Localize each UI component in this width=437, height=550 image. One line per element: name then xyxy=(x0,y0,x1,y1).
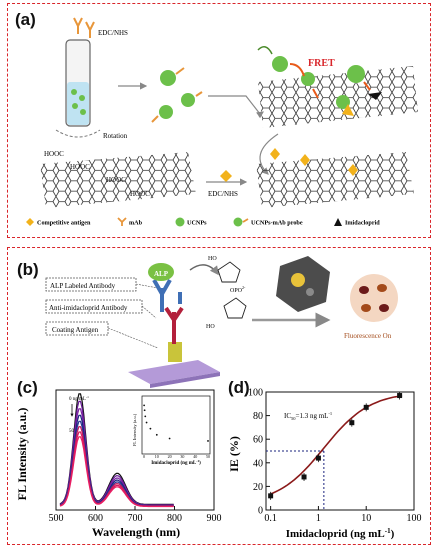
probe-icon xyxy=(233,217,243,227)
x-tick-label: 700 xyxy=(128,513,143,524)
x-tick-label: 800 xyxy=(167,513,182,524)
legend: Competitive antigen mAb UCNPs UCNPs-mAb pro… xyxy=(26,217,380,227)
panel-d-label: (d) xyxy=(228,378,250,397)
box-anti-imidacloprid: Anti-imidacloprid Antibody xyxy=(49,304,128,312)
reagent-lower-label: EDC/NHS xyxy=(208,190,238,198)
inset-point xyxy=(168,437,171,440)
y-tick-label: 100 xyxy=(248,388,263,399)
fret-label: FRET xyxy=(308,58,335,69)
inset-x-tick-label: 10 xyxy=(155,454,159,459)
panel-a-label: (a) xyxy=(15,10,36,29)
hooc-label-4: HOOC xyxy=(130,190,150,198)
ucnp-mab-probes xyxy=(151,67,203,123)
legend-label: UCNPs-mAb probe xyxy=(251,220,303,227)
box-coating-antigen: Coating Antigen xyxy=(52,326,99,334)
legend-label: UCNPs xyxy=(187,220,207,227)
inset-point xyxy=(207,440,209,442)
fl-spectra-chart: 500 600 700 800 900 FL Intensity (a.u.) Wave… xyxy=(15,389,222,539)
graphene-fret xyxy=(257,46,418,128)
graphene-antigen xyxy=(256,148,414,208)
legend-label: Imidacloprid xyxy=(345,220,380,227)
y-tick-label: 60 xyxy=(253,435,263,446)
mab-icons-top xyxy=(73,17,95,38)
panel-c-label: (c) xyxy=(17,378,38,397)
fit-curve xyxy=(270,394,403,495)
inset-point xyxy=(143,404,146,407)
hooc-label-3: HOOC xyxy=(106,176,126,184)
inset-point xyxy=(155,433,158,436)
inset-x-tick-label: 50 xyxy=(206,454,210,459)
fluorescent-particles xyxy=(350,274,398,322)
graphene-cooh xyxy=(40,152,196,208)
graphene-flake xyxy=(276,256,330,312)
panel-bcd: (b) ALP Labeled Antibody Anti-imidaclopr… xyxy=(7,247,431,545)
d-ylabel: IE (%) xyxy=(227,436,241,472)
plot-frame-d xyxy=(265,391,415,511)
chemical-structures xyxy=(217,261,247,319)
inset-x-tick-label: 0 xyxy=(143,454,145,459)
data-point xyxy=(301,474,307,480)
box-alp-antibody: ALP Labeled Antibody xyxy=(50,282,116,290)
ie-curve-chart: 0.1 1 10 100 0 20 40 60 80 100 IE (%) Imidaclopri… xyxy=(227,388,422,541)
x-tick-label: 600 xyxy=(88,513,103,524)
inset-x-tick-label: 20 xyxy=(168,454,172,459)
x-tick-label: 1 xyxy=(316,513,321,524)
hydroxyl-label-2: HO xyxy=(206,324,215,330)
competitive-antigen-icon xyxy=(26,218,34,226)
y-tick-label: 80 xyxy=(253,411,263,422)
legend-label: Competitive antigen xyxy=(37,220,91,227)
ic50-annotation: IC50=1.3 ng mL-1 xyxy=(284,411,332,421)
data-point xyxy=(315,455,321,461)
y-tick-label: 0 xyxy=(258,506,263,517)
hydroxyl-label-1: HO xyxy=(208,256,217,262)
x-tick-label: 500 xyxy=(49,513,64,524)
data-point xyxy=(268,493,274,499)
probe-antibody-icon xyxy=(242,218,249,223)
inset-point xyxy=(145,421,148,424)
data-point xyxy=(363,404,369,410)
inset-point xyxy=(149,427,152,430)
panel-b-label: (b) xyxy=(17,260,39,279)
x-tick-label: 10 xyxy=(361,513,371,524)
alp-label: ALP xyxy=(154,270,169,278)
phosphate-label: OPO2- xyxy=(230,285,246,294)
panel-b-scheme: ALP Labeled Antibody Anti-imidacloprid A… xyxy=(45,256,398,388)
reaction-tube xyxy=(55,39,101,138)
mab-icon xyxy=(117,217,127,226)
hooc-label-1: HOOC xyxy=(44,150,64,158)
inset-xlabel: Imidacloprid (ng mL-1) xyxy=(151,459,201,466)
immunoassay-stack xyxy=(128,263,220,388)
data-point xyxy=(349,420,355,426)
rotation-label: Rotation xyxy=(103,132,128,140)
c-xlabel: Wavelength (nm) xyxy=(92,525,180,539)
d-xlabel: Imidacloprid (ng mL-1) xyxy=(286,527,395,540)
y-tick-label: 20 xyxy=(253,482,263,493)
panel-a-scheme: EDC/NHS Rotation FRET xyxy=(26,17,418,227)
inset-frame xyxy=(141,395,211,455)
ucnp-icon xyxy=(175,217,185,227)
inset-x-tick-label: 40 xyxy=(193,454,197,459)
panel-a: (a) EDC/NHS Rotation xyxy=(7,3,431,238)
x-tick-label: 0.1 xyxy=(264,513,277,524)
inset-point xyxy=(143,409,146,412)
data-point xyxy=(397,393,403,399)
x-tick-label: 100 xyxy=(407,513,422,524)
inset-x-tick-label: 30 xyxy=(180,454,184,459)
label-boxes: ALP Labeled Antibody Anti-imidacloprid A… xyxy=(45,277,159,349)
c-annotation-end: 50 xyxy=(69,429,75,434)
spectrum-line xyxy=(59,436,174,508)
inset-point xyxy=(144,415,147,418)
fluorescence-on-label: Fluorescence On xyxy=(344,332,392,340)
inset-ylabel: FL Intensity (a.u.) xyxy=(132,413,137,446)
x-tick-label: 900 xyxy=(207,513,222,524)
imidacloprid-icon xyxy=(334,218,342,226)
y-tick-label: 40 xyxy=(253,458,263,469)
c-ylabel: FL Intensity (a.u.) xyxy=(15,408,29,501)
hooc-label-2: HOOC xyxy=(70,163,90,171)
reagent-label: EDC/NHS xyxy=(98,29,128,37)
c-annotation: 0 ng mL-1 xyxy=(69,395,89,402)
legend-label: mAb xyxy=(129,220,143,227)
